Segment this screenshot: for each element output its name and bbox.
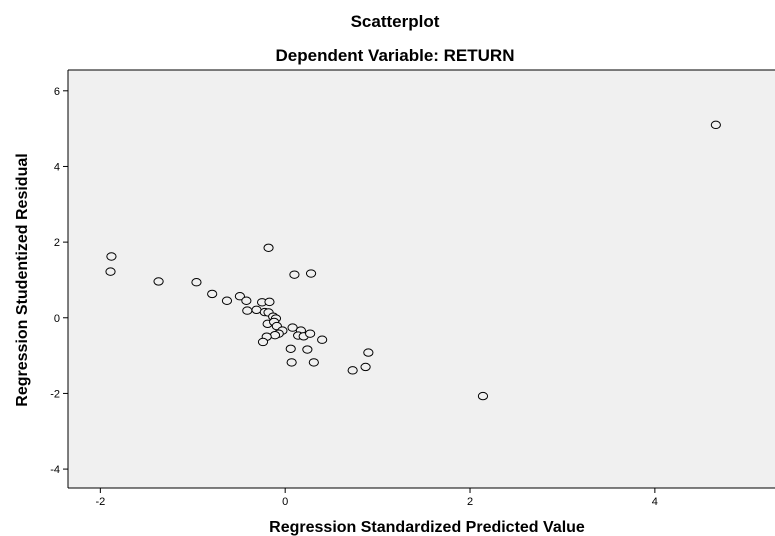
data-point [263,243,274,252]
plot-area [68,70,775,488]
data-point [207,289,218,299]
data-point [289,270,300,279]
data-point [305,329,316,338]
data-point [305,269,317,278]
y-tick-label: -2 [50,388,60,400]
data-point [710,120,721,130]
data-point [241,296,252,305]
y-tick-label: -4 [50,464,60,476]
data-point [234,292,245,301]
data-point [191,278,202,287]
data-point [360,362,371,372]
y-tick-label: 4 [54,161,60,173]
data-point [153,277,164,286]
data-point [257,337,269,347]
data-point [347,366,358,375]
x-tick-label: 4 [652,496,658,508]
data-point [106,252,117,261]
y-tick-label: 2 [54,237,60,249]
chart-title: Scatterplot [350,12,440,31]
chart-subtitle: Dependent Variable: RETURN [275,46,515,65]
x-tick-label: 0 [282,496,288,508]
data-point [287,323,298,332]
data-point [317,335,328,344]
data-point [477,391,489,401]
y-axis-ticks: -4 -2 0 2 4 6 [50,86,68,476]
data-point [221,296,233,305]
data-point [285,344,296,353]
y-tick-label: 6 [54,86,60,98]
data-points [105,120,721,401]
x-axis-title: Regression Standardized Predicted Value [269,519,585,536]
x-tick-label: -2 [95,496,105,508]
data-point [242,306,253,315]
data-point [308,358,319,367]
data-point [251,305,262,315]
data-point [269,330,281,340]
y-axis-title: Regression Studentized Residual [14,153,31,406]
x-axis-ticks: -2 0 2 4 [95,488,658,508]
data-point [363,348,374,357]
data-point [286,358,297,367]
x-tick-label: 2 [467,496,473,508]
data-point [105,267,116,276]
data-point [264,297,275,307]
y-tick-label: 0 [54,313,60,325]
data-point [302,345,313,354]
